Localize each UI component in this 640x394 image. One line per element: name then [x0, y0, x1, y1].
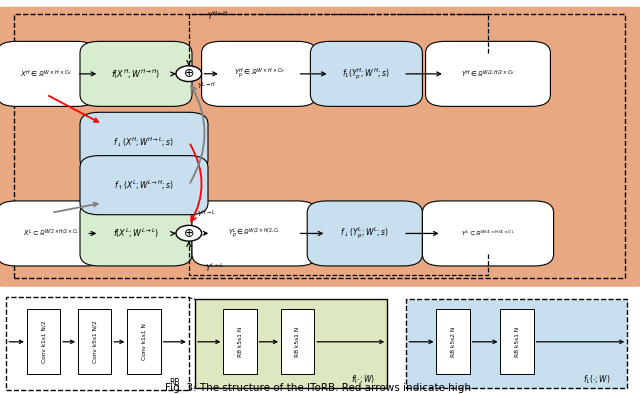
Text: $X^H \in \mathbb{R}^{W\times H\times C_H}$: $X^H \in \mathbb{R}^{W\times H\times C_H…	[20, 68, 72, 80]
FancyBboxPatch shape	[192, 201, 317, 266]
FancyBboxPatch shape	[422, 201, 554, 266]
Text: $f(\cdot;W)$: $f(\cdot;W)$	[351, 373, 375, 385]
Text: RB: RB	[170, 378, 180, 387]
Text: $Y_p^L \in \mathbb{R}^{W/2\times H/2,C_L}$: $Y_p^L \in \mathbb{R}^{W/2\times H/2,C_L…	[228, 226, 280, 241]
Text: $Y^{H\to L}$: $Y^{H\to L}$	[197, 209, 216, 220]
FancyBboxPatch shape	[281, 309, 314, 374]
Text: RB k5s1 N: RB k5s1 N	[295, 327, 300, 357]
Text: $Y_p^H \in \mathbb{R}^{W\times H\times C_H}$: $Y_p^H \in \mathbb{R}^{W\times H\times C…	[234, 67, 285, 81]
FancyBboxPatch shape	[78, 309, 111, 374]
Text: $X^L \subset \mathbb{R}^{W/2\times H/2\times C_L}$: $X^L \subset \mathbb{R}^{W/2\times H/2\t…	[23, 228, 79, 239]
Text: RB k5s2 N: RB k5s2 N	[451, 327, 456, 357]
FancyBboxPatch shape	[80, 41, 192, 106]
Text: Conv k1s1 N: Conv k1s1 N	[141, 323, 147, 360]
FancyBboxPatch shape	[436, 309, 470, 374]
FancyBboxPatch shape	[202, 41, 317, 106]
Text: $Y^H \in \mathbb{R}^{W/2,H/2\times C_H}$: $Y^H \in \mathbb{R}^{W/2,H/2\times C_H}$	[461, 68, 515, 80]
FancyBboxPatch shape	[0, 201, 106, 266]
Text: $Y^{H\leftarrow H}$: $Y^{H\leftarrow H}$	[207, 9, 228, 22]
Text: $f_\downarrow(X^H;W^{H\to L};s)$: $f_\downarrow(X^H;W^{H\to L};s)$	[113, 135, 175, 149]
Text: RB k5s1 N: RB k5s1 N	[515, 327, 520, 357]
Text: Conv k5s1 N/2: Conv k5s1 N/2	[92, 320, 97, 363]
FancyBboxPatch shape	[307, 201, 422, 266]
Text: $f_\uparrow(X^L;W^{L\to H};s)$: $f_\uparrow(X^L;W^{L\to H};s)$	[114, 178, 174, 192]
FancyBboxPatch shape	[500, 309, 534, 374]
FancyBboxPatch shape	[127, 309, 161, 374]
Text: $f(X^H;W^{H\to H})$: $f(X^H;W^{H\to H})$	[111, 67, 161, 81]
FancyBboxPatch shape	[27, 309, 60, 374]
Text: $Y^{L\to H}$: $Y^{L\to H}$	[197, 81, 216, 92]
FancyBboxPatch shape	[223, 309, 257, 374]
FancyBboxPatch shape	[80, 201, 192, 266]
Text: $\oplus$: $\oplus$	[183, 227, 195, 240]
FancyBboxPatch shape	[0, 7, 640, 287]
FancyBboxPatch shape	[6, 297, 189, 390]
Text: $f_\downarrow(Y_p^L;W^L;s)$: $f_\downarrow(Y_p^L;W^L;s)$	[340, 226, 389, 241]
Circle shape	[176, 66, 202, 82]
Text: $Y^{L\leftarrow L}$: $Y^{L\leftarrow L}$	[205, 262, 224, 274]
FancyBboxPatch shape	[310, 41, 422, 106]
Text: $\oplus$: $\oplus$	[183, 67, 195, 80]
FancyBboxPatch shape	[426, 41, 550, 106]
Text: Fig. 3: The structure of the IToRB. Red arrows indicate high-: Fig. 3: The structure of the IToRB. Red …	[165, 383, 475, 393]
Text: Conv k1s1 N/2: Conv k1s1 N/2	[41, 320, 46, 363]
FancyBboxPatch shape	[0, 41, 96, 106]
Text: $f(X^L;W^{L\to L})$: $f(X^L;W^{L\to L})$	[113, 227, 159, 240]
Text: $f_1(Y_p^H;W^H;s)$: $f_1(Y_p^H;W^H;s)$	[342, 66, 390, 82]
FancyBboxPatch shape	[195, 299, 387, 388]
Text: $Y^L \subset \mathbb{R}^{W/4\times H/4\times C_L}$: $Y^L \subset \mathbb{R}^{W/4\times H/4\t…	[461, 229, 515, 238]
FancyBboxPatch shape	[406, 299, 627, 388]
FancyBboxPatch shape	[80, 112, 208, 171]
Circle shape	[176, 225, 202, 241]
Text: $f_1(\cdot;W)$: $f_1(\cdot;W)$	[582, 373, 611, 386]
Text: RB k5s1 N: RB k5s1 N	[237, 327, 243, 357]
FancyBboxPatch shape	[80, 156, 208, 215]
